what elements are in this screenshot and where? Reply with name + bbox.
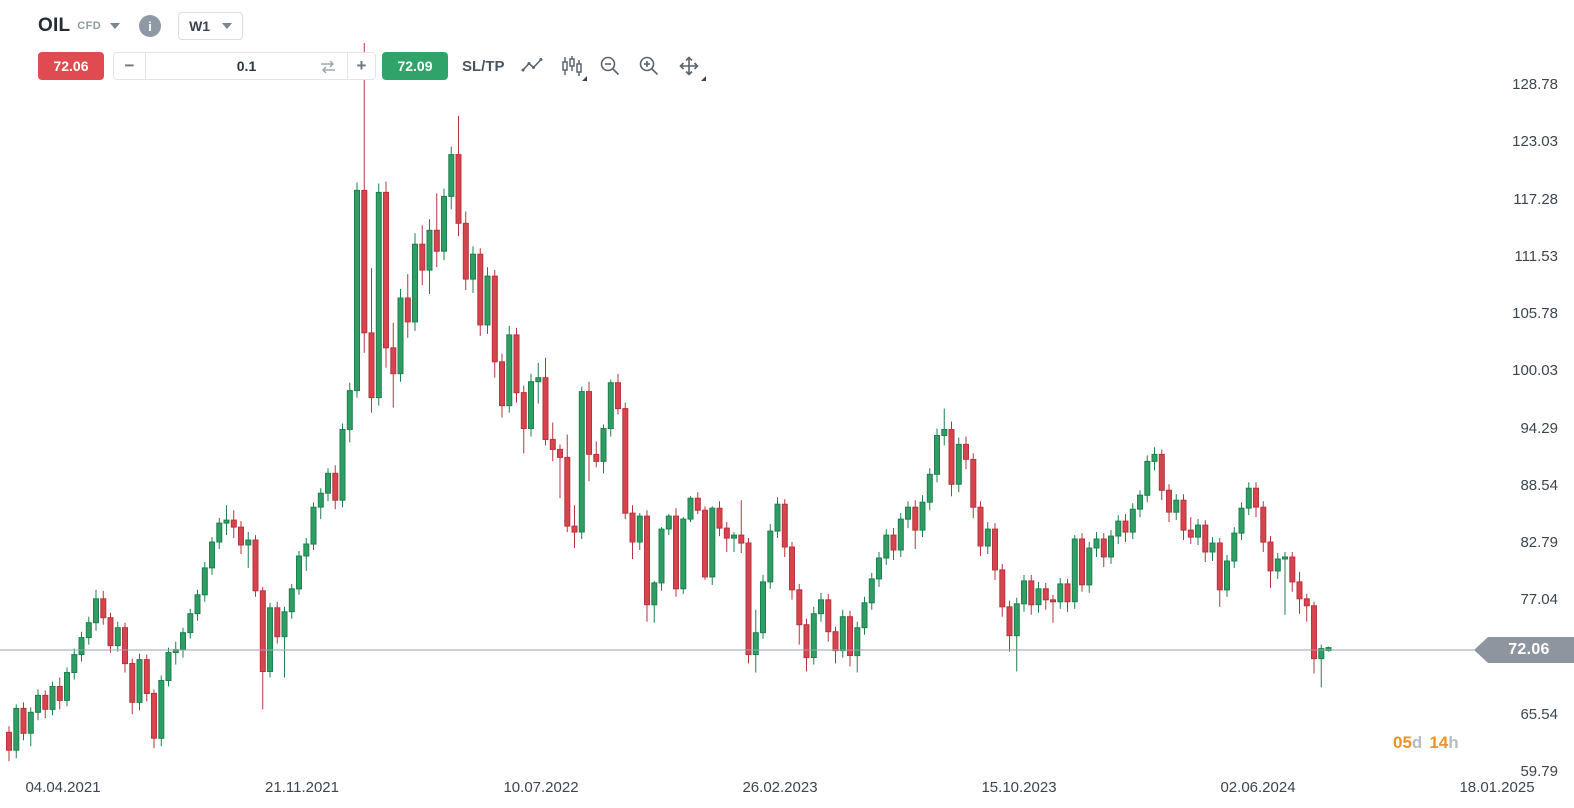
- info-glyph: i: [148, 18, 152, 34]
- trade-bar: 72.06 − 0.1 + 72.09 SL/TP: [38, 52, 706, 81]
- candles: [6, 43, 1332, 762]
- sl-tp-button[interactable]: SL/TP: [462, 57, 505, 75]
- sell-price: 72.06: [53, 58, 89, 74]
- countdown-hours-unit: h: [1448, 733, 1459, 752]
- price-tick-label: 117.28: [1513, 191, 1558, 208]
- price-tick-label: 128.78: [1512, 76, 1558, 93]
- price-tick-label: 100.03: [1512, 362, 1558, 379]
- date-label: 02.06.2024: [1220, 779, 1296, 796]
- price-tick-label: 82.79: [1520, 534, 1558, 551]
- price-tick-label: 94.29: [1520, 420, 1558, 437]
- info-icon[interactable]: i: [139, 15, 162, 37]
- amount-stepper: − 0.1 +: [113, 52, 376, 80]
- zoom-in-icon[interactable]: [637, 54, 661, 78]
- date-label: 26.02.2023: [742, 779, 818, 796]
- amount-value: 0.1: [236, 58, 257, 74]
- date-label: 15.10.2023: [981, 779, 1057, 796]
- countdown-days: 05: [1393, 733, 1412, 752]
- zoom-out-icon[interactable]: [598, 54, 622, 78]
- date-label: 10.07.2022: [503, 779, 579, 796]
- price-tick-label: 123.03: [1512, 133, 1558, 150]
- timeframe-selector[interactable]: W1: [178, 12, 244, 40]
- swap-units-icon[interactable]: [319, 59, 337, 80]
- amount-field[interactable]: 0.1: [146, 53, 347, 79]
- decrease-amount-button[interactable]: −: [114, 53, 146, 79]
- price-tick-label: 105.78: [1512, 305, 1558, 322]
- increase-amount-button[interactable]: +: [347, 53, 375, 79]
- candle-countdown: 05d 14h: [1393, 733, 1459, 753]
- current-price-tag: 72.06: [1474, 637, 1574, 663]
- current-price-value: 72.06: [1508, 641, 1550, 658]
- price-tick-label: 65.54: [1520, 706, 1558, 723]
- instrument-header: OIL CFD i W1: [38, 12, 244, 40]
- price-tick-label: 88.54: [1520, 477, 1558, 494]
- price-tick-label: 59.79: [1520, 763, 1558, 780]
- sell-button[interactable]: 72.06: [38, 52, 104, 80]
- instrument-type-label: CFD: [77, 20, 102, 32]
- timeframe-value: W1: [189, 18, 211, 34]
- date-label: 21.11.2021: [265, 779, 339, 796]
- candlestick-icon[interactable]: [559, 54, 587, 81]
- buy-button[interactable]: 72.09: [382, 52, 448, 80]
- line-chart-icon[interactable]: [520, 54, 544, 78]
- chevron-down-icon: [222, 23, 233, 29]
- pan-icon[interactable]: [676, 54, 706, 81]
- dropdown-corner: [700, 76, 706, 81]
- dropdown-corner: [581, 76, 587, 81]
- buy-price: 72.09: [397, 58, 433, 74]
- date-label: 18.01.2025: [1459, 779, 1535, 796]
- price-tick-label: 111.53: [1514, 248, 1558, 265]
- symbol-name: OIL: [38, 15, 71, 36]
- symbol-dropdown[interactable]: [110, 23, 121, 29]
- date-label: 04.04.2021: [25, 779, 101, 796]
- chevron-down-icon: [110, 23, 121, 29]
- countdown-days-unit: d: [1411, 733, 1423, 752]
- price-tick-label: 77.04: [1520, 591, 1558, 608]
- countdown-hours: 14: [1429, 733, 1449, 752]
